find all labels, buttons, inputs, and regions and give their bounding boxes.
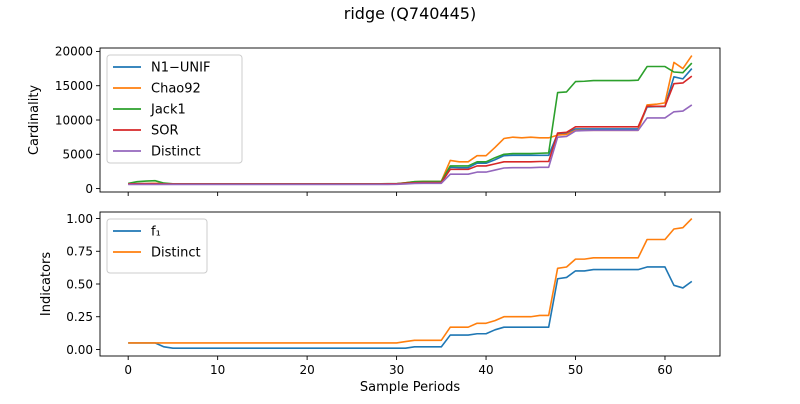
y-tick-label: 0.75 — [66, 245, 93, 259]
y-tick-label: 0.00 — [66, 343, 93, 357]
y-tick-label: 15000 — [55, 79, 93, 93]
y-tick-label: 5000 — [62, 148, 93, 162]
x-tick-label: 20 — [299, 363, 314, 377]
legend-label-distinct: Distinct — [151, 246, 201, 261]
panel-cardinality: Cardinality 0 5000 10000 15000 20000 N1−UNIF C… — [27, 45, 721, 196]
x-axis-label: Sample Periods — [360, 380, 460, 395]
legend-label-chao92: Chao92 — [151, 82, 201, 97]
series-line-f-1 — [128, 266, 693, 349]
y-tick-label: 0 — [85, 182, 93, 196]
legend-box — [106, 218, 208, 274]
x-tick-label: 60 — [657, 363, 672, 377]
x-tick-label: 30 — [389, 363, 404, 377]
y-tick-label: 20000 — [55, 45, 93, 59]
series-line-distinct-1 — [128, 217, 693, 344]
x-tick-label: 10 — [210, 363, 225, 377]
y-tick-label: 10000 — [55, 113, 93, 127]
legend-label-jack1: Jack1 — [150, 103, 186, 118]
y-axis-label-indicators: Indicators — [39, 252, 54, 316]
y-tick-label: 0.25 — [66, 310, 93, 324]
panel-indicators: Indicators Sample Periods 0 10 20 30 40 50 60 0… — [39, 211, 721, 395]
legend-box — [106, 54, 243, 164]
y-axis-label-cardinality: Cardinality — [27, 85, 42, 156]
legend-label-sor: SOR — [151, 124, 179, 139]
y-tick-label: 0.50 — [66, 277, 93, 291]
x-tick-label: 0 — [124, 363, 132, 377]
legend-label-distinct: Distinct — [151, 145, 201, 160]
legend-label-f: f₁ — [151, 225, 161, 240]
x-tick-label: 40 — [478, 363, 493, 377]
legend-label-n1-unif: N1−UNIF — [151, 61, 210, 76]
figure-title: ridge (Q740445) — [344, 4, 476, 23]
y-tick-label: 1.00 — [66, 212, 93, 226]
series-line-distinct-0 — [128, 104, 693, 186]
x-tick-label: 50 — [568, 363, 583, 377]
